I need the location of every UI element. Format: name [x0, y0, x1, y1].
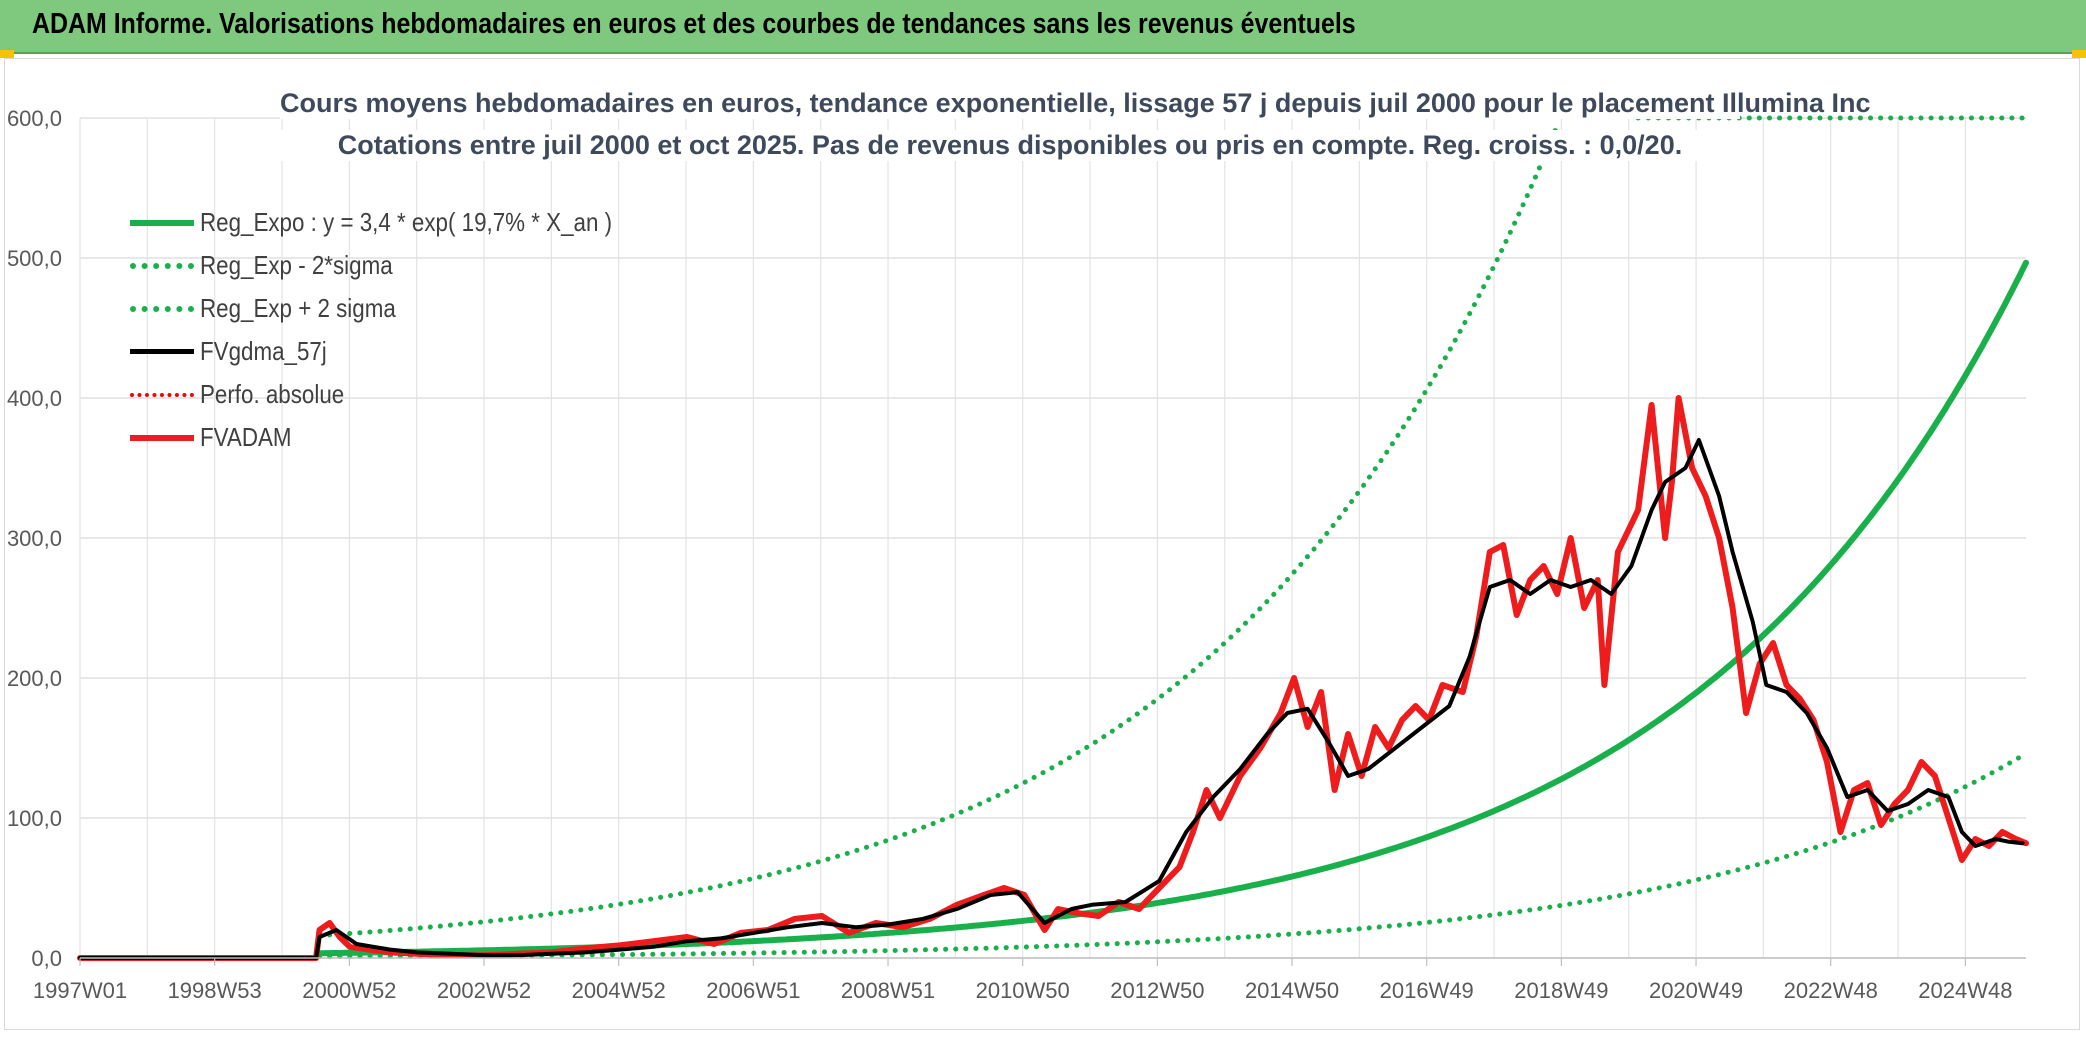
legend-label-reg-exp-plus: Reg_Exp + 2 sigma — [200, 293, 396, 323]
legend-label-fvgdma: FVgdma_57j — [200, 336, 327, 366]
series-line-3 — [78, 438, 2025, 960]
legend-item-reg-exp-minus: Reg_Exp - 2*sigma — [130, 244, 679, 287]
series-line-2 — [317, 123, 1560, 939]
x-tick-label: 2004W52 — [572, 978, 666, 1003]
chart-title: Cours moyens hebdomadaires en euros, ten… — [280, 88, 1871, 119]
x-tick-label: 2016W49 — [1380, 978, 1474, 1003]
x-tick-label: 2006W51 — [706, 978, 800, 1003]
chart-subtitle: Cotations entre juil 2000 et oct 2025. P… — [280, 130, 1740, 161]
y-tick-label: 300,0 — [7, 526, 62, 551]
legend-label-fvadam: FVADAM — [200, 422, 292, 452]
x-tick-label: 2020W49 — [1649, 978, 1743, 1003]
x-tick-label: 2022W48 — [1784, 978, 1878, 1003]
ticks: 0,0 100,0 200,0 300,0 400,0 500,0 600,0 1997W01… — [7, 106, 2026, 1003]
y-tick-label: 400,0 — [7, 386, 62, 411]
chart-legend: Reg_Expo : y = 3,4 * exp( 19,7% * X_an )… — [130, 201, 679, 459]
x-tick-label: 2012W50 — [1110, 978, 1204, 1003]
y-tick-label: 100,0 — [7, 806, 62, 831]
series-layer — [77, 115, 2029, 961]
chart-frame — [4, 58, 2080, 1030]
legend-label-perfo: Perfo. absolue — [200, 379, 345, 409]
legend-label-reg-expo: Reg_Expo : y = 3,4 * exp( 19,7% * X_an ) — [200, 207, 613, 237]
legend-item-perfo: Perfo. absolue — [130, 373, 679, 416]
legend-label-reg-exp-minus: Reg_Exp - 2*sigma — [200, 250, 393, 280]
x-tick-label: 2014W50 — [1245, 978, 1339, 1003]
x-tick-label: 2024W48 — [1918, 978, 2012, 1003]
x-tick-label: 2000W52 — [302, 978, 396, 1003]
legend-item-fvadam: FVADAM — [130, 416, 679, 459]
series-line-1 — [317, 751, 2029, 960]
x-tick-label: 2010W50 — [976, 978, 1070, 1003]
legend-swatch-fvgdma — [130, 349, 194, 354]
legend-swatch-reg-exp-minus — [130, 262, 194, 269]
legend-item-reg-expo: Reg_Expo : y = 3,4 * exp( 19,7% * X_an ) — [130, 201, 679, 244]
grid — [79, 117, 2026, 959]
y-tick-label: 500,0 — [7, 246, 62, 271]
legend-item-fvgdma: FVgdma_57j — [130, 330, 679, 373]
legend-swatch-reg-expo — [130, 219, 194, 226]
corner-marker-left — [0, 50, 14, 58]
x-tick-label: 2018W49 — [1514, 978, 1608, 1003]
y-tick-label: 0,0 — [31, 946, 62, 971]
corner-marker-right — [2072, 50, 2086, 58]
legend-swatch-perfo — [130, 392, 194, 397]
legend-swatch-fvadam — [130, 434, 194, 441]
y-tick-label: 200,0 — [7, 666, 62, 691]
header-bar: ADAM Informe. Valorisations hebdomadaire… — [0, 0, 2086, 54]
x-tick-label: 2008W51 — [841, 978, 935, 1003]
report-title: ADAM Informe. Valorisations hebdomadaire… — [32, 8, 1356, 40]
y-tick-label: 600,0 — [7, 106, 62, 131]
x-tick-label: 2002W52 — [437, 978, 531, 1003]
x-tick-label: 1997W01 — [33, 978, 127, 1003]
x-tick-label: 1998W53 — [168, 978, 262, 1003]
legend-item-reg-exp-plus: Reg_Exp + 2 sigma — [130, 287, 679, 330]
legend-swatch-reg-exp-plus — [130, 305, 194, 312]
